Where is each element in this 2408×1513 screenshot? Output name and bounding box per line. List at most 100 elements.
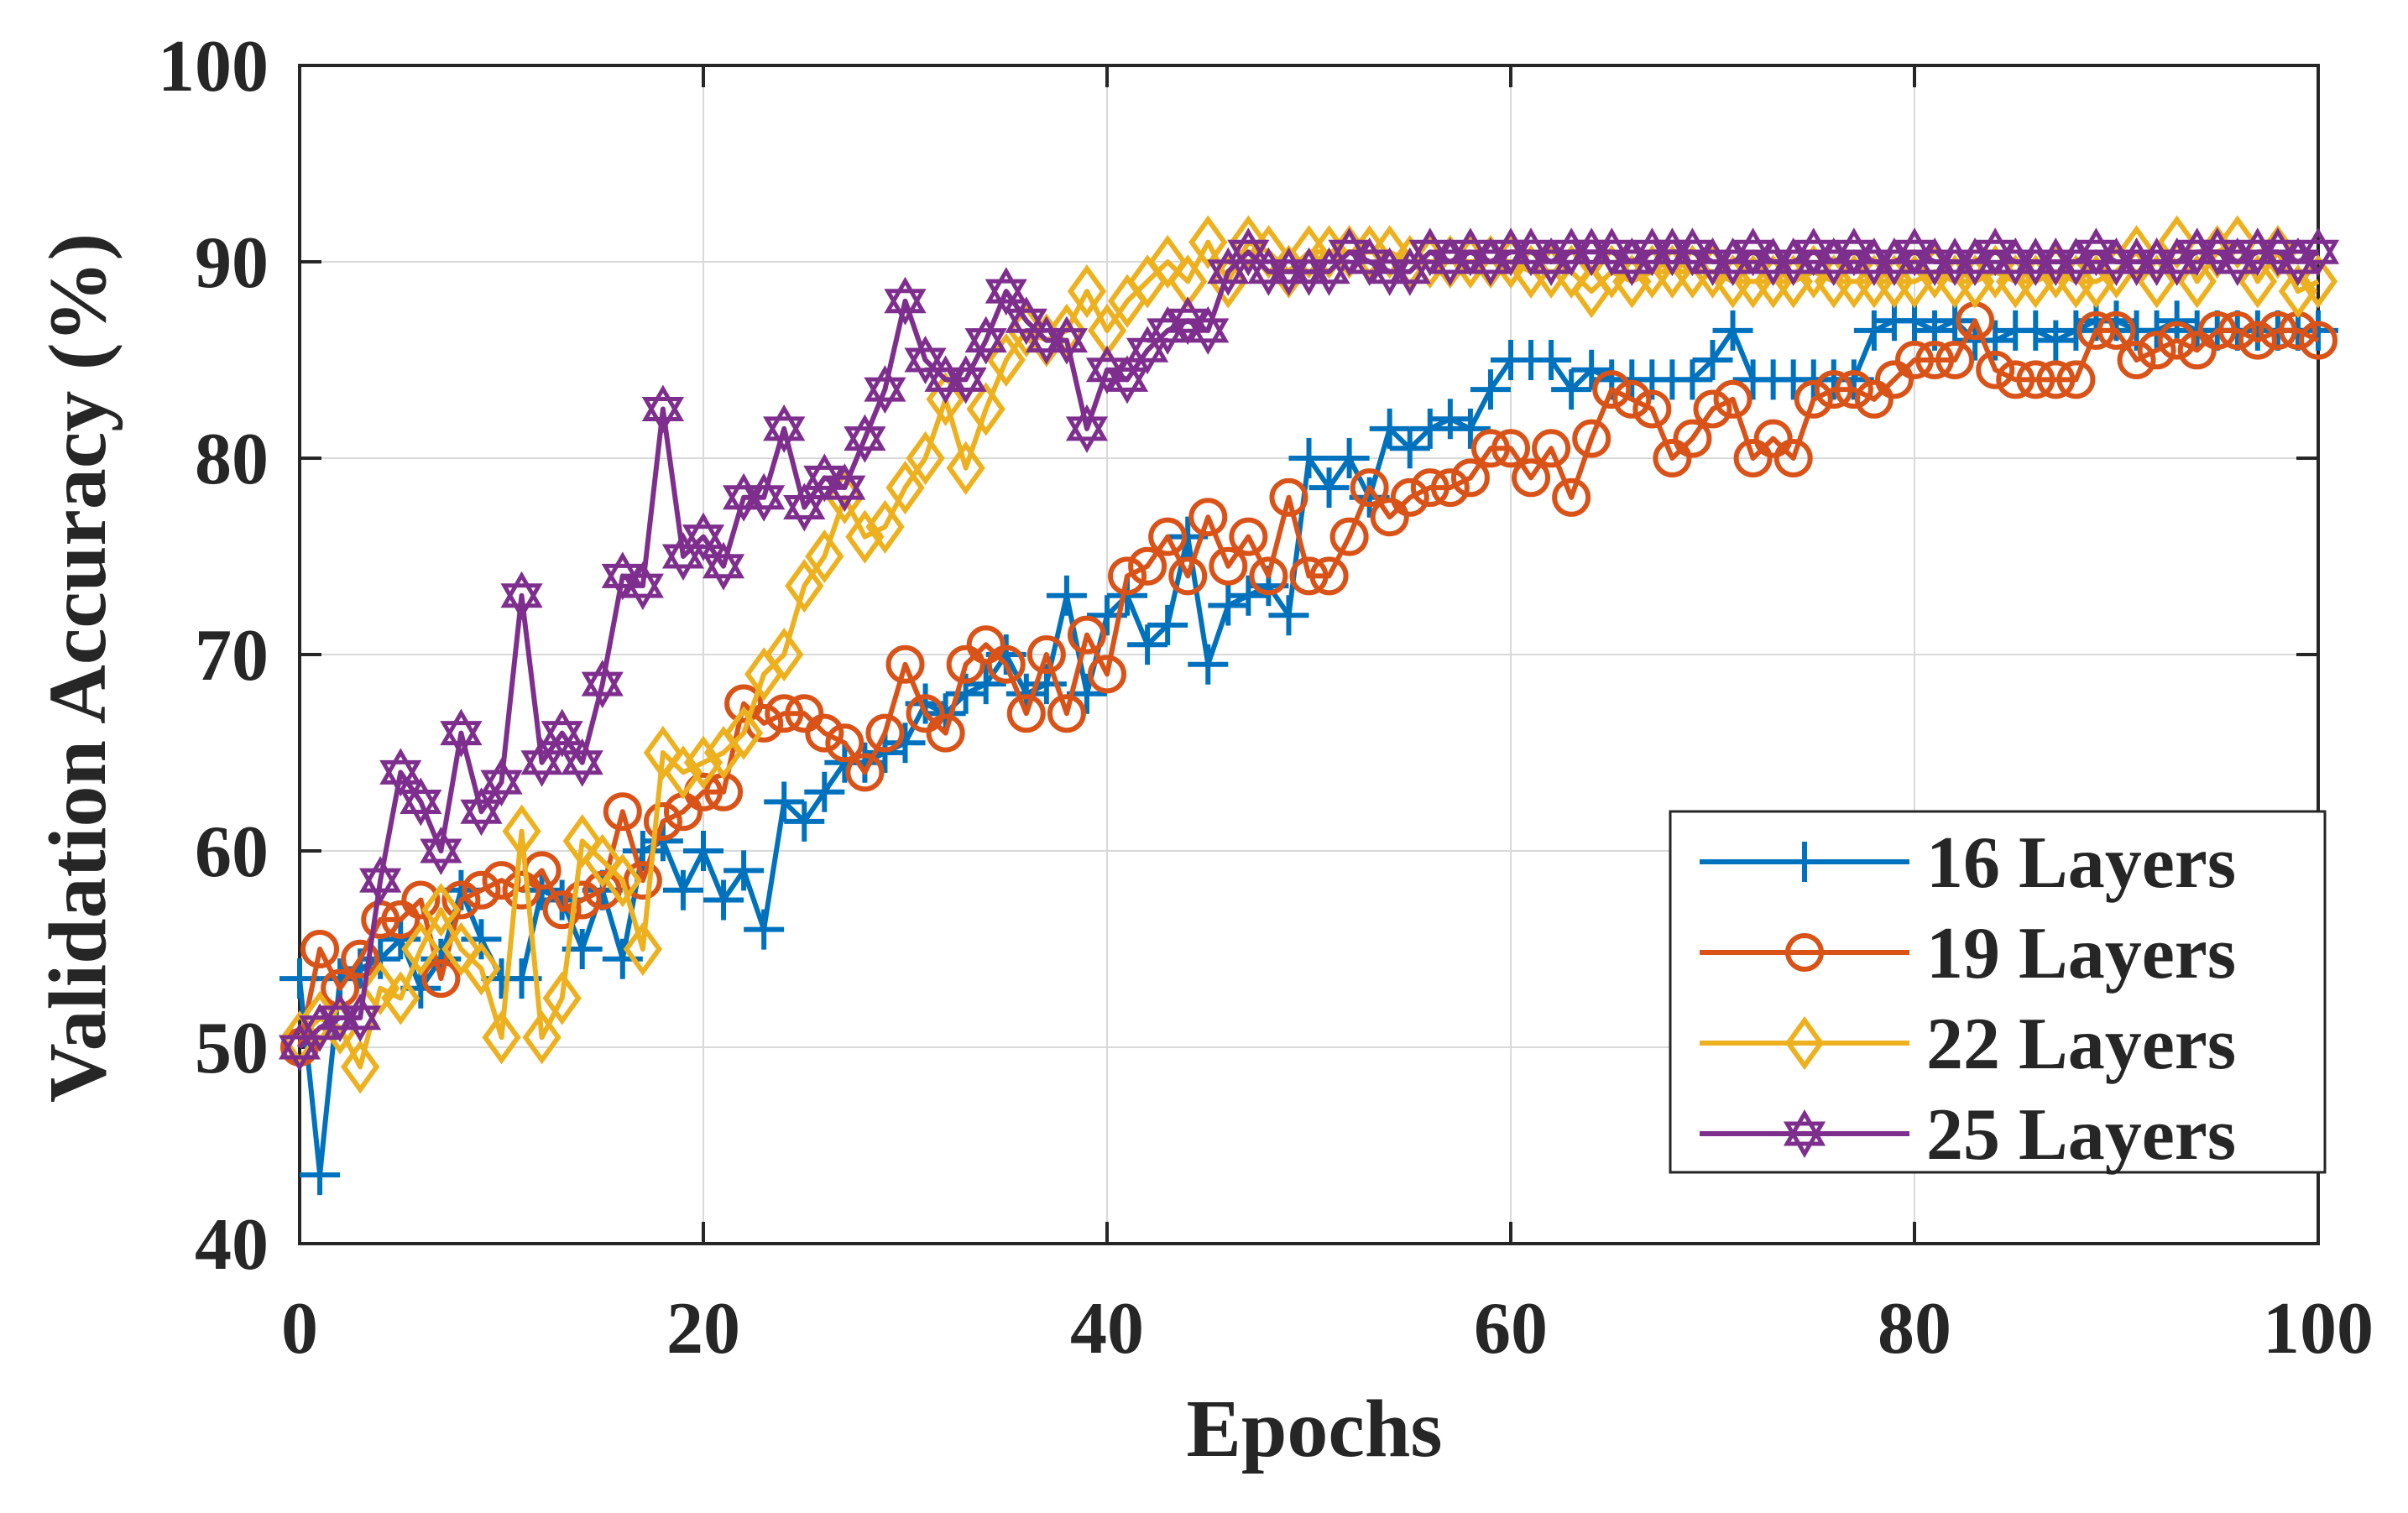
data-point (1772, 237, 1815, 286)
data-point (421, 959, 461, 999)
data-point (1976, 350, 2015, 389)
data-point (441, 921, 481, 977)
legend-marker (1784, 842, 1825, 882)
data-point (1229, 215, 1268, 269)
data-point (1470, 429, 1510, 468)
data-point (1249, 556, 1288, 596)
data-point (2055, 237, 2097, 286)
data-point (2155, 237, 2198, 287)
data-point (400, 777, 442, 827)
data-point (1733, 439, 1773, 477)
x-tick-label: 40 (1070, 1288, 1144, 1370)
data-point (785, 694, 824, 733)
x-tick-label: 60 (1474, 1288, 1548, 1370)
data-point (985, 267, 1027, 316)
data-point (703, 879, 744, 921)
data-point (2299, 321, 2337, 360)
data-point (1067, 615, 1106, 655)
legend-item: 22 Layers (1700, 1004, 2236, 1085)
data-point (2136, 310, 2177, 351)
data-point (1895, 341, 1934, 379)
legend-marker (1785, 933, 1824, 972)
data-point (845, 509, 885, 564)
data-point (1673, 419, 1712, 458)
data-point (1389, 428, 1430, 469)
data-point (906, 694, 945, 733)
data-point (1449, 227, 1492, 277)
data-point (2135, 237, 2178, 286)
data-point (1611, 237, 1653, 286)
x-tick-label: 20 (666, 1288, 740, 1370)
data-point (1552, 477, 1591, 517)
data-point (1712, 310, 1753, 351)
data-point (420, 826, 462, 876)
data-point (1006, 694, 1046, 733)
data-point (582, 833, 622, 888)
data-point (500, 571, 543, 620)
y-tick-label: 50 (195, 1008, 269, 1089)
data-point (643, 801, 682, 841)
data-point (1854, 379, 1893, 419)
data-point (1994, 237, 2037, 287)
data-point (966, 382, 1006, 436)
data-point (421, 883, 461, 937)
y-tick-label: 90 (195, 222, 269, 304)
data-point (825, 723, 864, 763)
data-point (2177, 331, 2217, 370)
data-point (1753, 419, 1793, 458)
data-point (462, 942, 501, 996)
data-point (1430, 468, 1470, 508)
data-point (1512, 458, 1551, 498)
data-point (803, 453, 846, 503)
data-point (1693, 389, 1732, 429)
data-point (1288, 247, 1330, 296)
data-point (542, 890, 582, 930)
data-point (603, 853, 642, 908)
data-point (441, 880, 481, 920)
data-point (1147, 305, 1189, 355)
legend-item: 25 Layers (1700, 1094, 2236, 1176)
data-point (1128, 546, 1167, 586)
data-point (1792, 227, 1835, 277)
data-point (1168, 556, 1208, 596)
data-point (1913, 237, 1956, 287)
data-point (300, 930, 340, 968)
data-point (1812, 237, 1855, 286)
data-point (623, 921, 662, 977)
data-point (381, 971, 420, 1025)
data-point (1288, 438, 1329, 478)
data-point (2296, 227, 2340, 277)
data-point (1188, 498, 1228, 537)
data-point (601, 551, 644, 601)
data-point (785, 558, 824, 613)
data-point (1105, 355, 1149, 404)
data-point (1350, 468, 1389, 508)
data-point (1612, 379, 1652, 419)
data-point (1996, 360, 2035, 399)
data-point (522, 1010, 562, 1065)
data-point (906, 430, 945, 486)
data-point (339, 993, 382, 1042)
data-point (1834, 370, 1873, 410)
data-point (1692, 340, 1733, 380)
data-point (924, 355, 967, 404)
data-point (2157, 215, 2196, 269)
data-point (1147, 604, 1188, 645)
data-point (805, 529, 844, 584)
data-point (2236, 227, 2279, 277)
data-point (2217, 215, 2257, 269)
data-point (1651, 227, 1694, 277)
data-point (2278, 263, 2318, 319)
data-point (562, 814, 602, 869)
data-point (2015, 310, 2056, 351)
data-point (2196, 227, 2238, 277)
data-point (1329, 517, 1369, 556)
data-point (1469, 237, 1512, 287)
data-point (682, 512, 725, 561)
y-tick-label: 80 (195, 419, 269, 500)
x-tick-label: 100 (2263, 1288, 2374, 1370)
data-point (502, 870, 541, 910)
data-point (2217, 310, 2257, 350)
data-point (966, 625, 1006, 665)
